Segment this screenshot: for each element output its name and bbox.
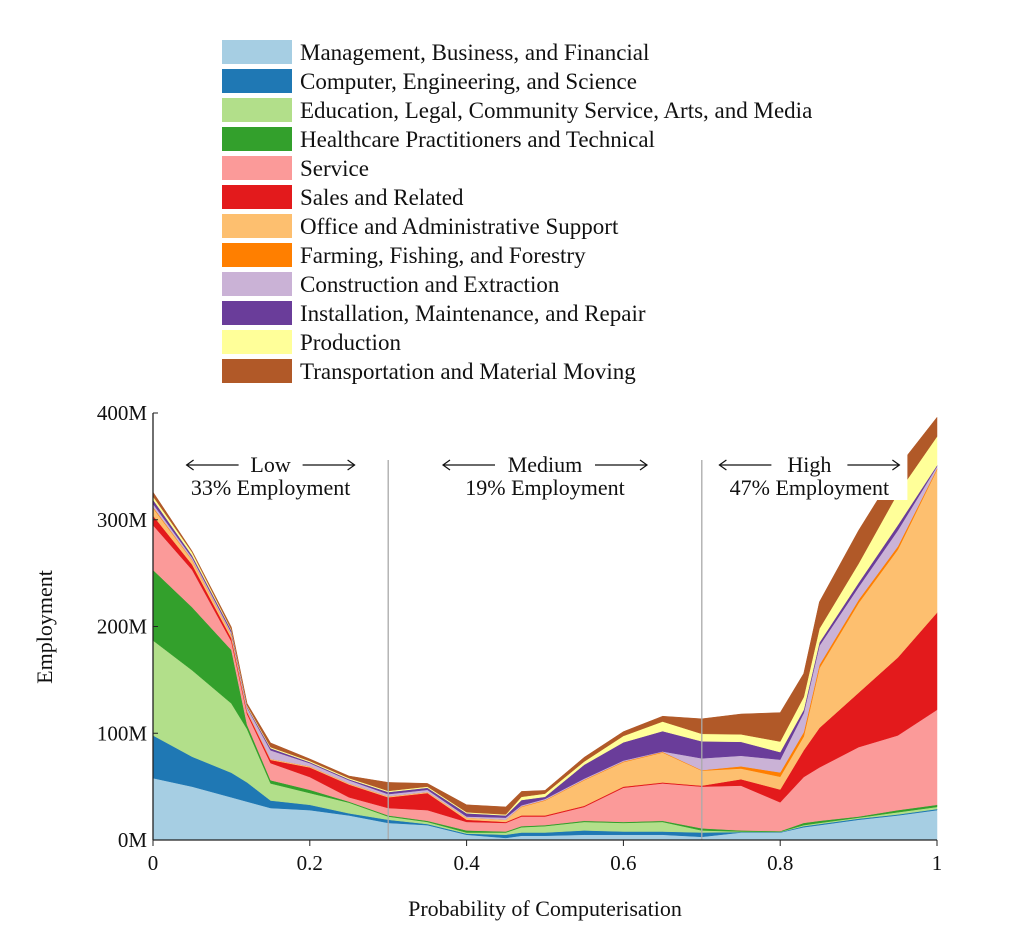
y-axis-label: Employment xyxy=(32,570,57,684)
annotation-share: 33% Employment xyxy=(191,475,350,500)
legend-swatch xyxy=(222,98,292,122)
legend-swatch xyxy=(222,69,292,93)
legend-label: Farming, Fishing, and Forestry xyxy=(300,243,586,268)
annotation-label: Low xyxy=(250,452,290,477)
annotation-background xyxy=(447,452,643,500)
axes: 0M 100M 200M 300M 400M 0 0.2 0.4 0.6 0.8 1 xyxy=(97,401,942,875)
legend-swatch xyxy=(222,359,292,383)
x-tick-label: 0.4 xyxy=(453,851,480,875)
annotation-label: Medium xyxy=(508,452,583,477)
legend-swatch xyxy=(222,127,292,151)
legend-label: Installation, Maintenance, and Repair xyxy=(300,301,646,326)
arrow-left-icon xyxy=(441,459,451,471)
legend-swatch xyxy=(222,185,292,209)
legend-swatch xyxy=(222,330,292,354)
annotation-background xyxy=(172,452,369,500)
y-tick-label: 400M xyxy=(97,401,148,425)
arrow-right-icon xyxy=(347,459,356,471)
legend-label: Production xyxy=(300,330,401,355)
legend-label: Transportation and Material Moving xyxy=(300,359,636,384)
annotation-background xyxy=(711,452,908,500)
arrow-right-icon xyxy=(892,459,901,471)
x-axis-label: Probability of Computerisation xyxy=(408,896,682,921)
x-tick-label: 0 xyxy=(148,851,159,875)
arrow-right-icon xyxy=(639,459,649,471)
legend-label: Office and Administrative Support xyxy=(300,214,619,239)
annotation-label: High xyxy=(787,452,831,477)
legend-swatch xyxy=(222,243,292,267)
x-tick-label: 0.8 xyxy=(767,851,793,875)
x-tick-label: 0.2 xyxy=(297,851,323,875)
legend-swatch xyxy=(222,156,292,180)
y-tick-label: 0M xyxy=(118,828,148,852)
legend-swatch xyxy=(222,40,292,64)
legend: Management, Business, and Financial Compu… xyxy=(222,40,812,384)
legend-label: Construction and Extraction xyxy=(300,272,560,297)
threshold-lines xyxy=(387,460,703,840)
arrow-left-icon xyxy=(185,459,194,471)
y-tick-label: 200M xyxy=(97,615,148,639)
y-tick-label: 300M xyxy=(97,508,148,532)
legend-label: Sales and Related xyxy=(300,185,464,210)
annotation-share: 19% Employment xyxy=(465,475,624,500)
x-tick-label: 0.6 xyxy=(610,851,636,875)
legend-swatch xyxy=(222,272,292,296)
legend-swatch xyxy=(222,301,292,325)
arrow-left-icon xyxy=(718,459,727,471)
y-tick-label: 100M xyxy=(97,721,148,745)
x-tick-label: 1 xyxy=(932,851,943,875)
legend-swatch xyxy=(222,214,292,238)
legend-label: Computer, Engineering, and Science xyxy=(300,69,637,94)
annotation-share: 47% Employment xyxy=(730,475,889,500)
legend-label: Management, Business, and Financial xyxy=(300,40,649,65)
legend-label: Service xyxy=(300,156,369,181)
legend-label: Education, Legal, Community Service, Art… xyxy=(300,98,812,123)
legend-label: Healthcare Practitioners and Technical xyxy=(300,127,655,152)
